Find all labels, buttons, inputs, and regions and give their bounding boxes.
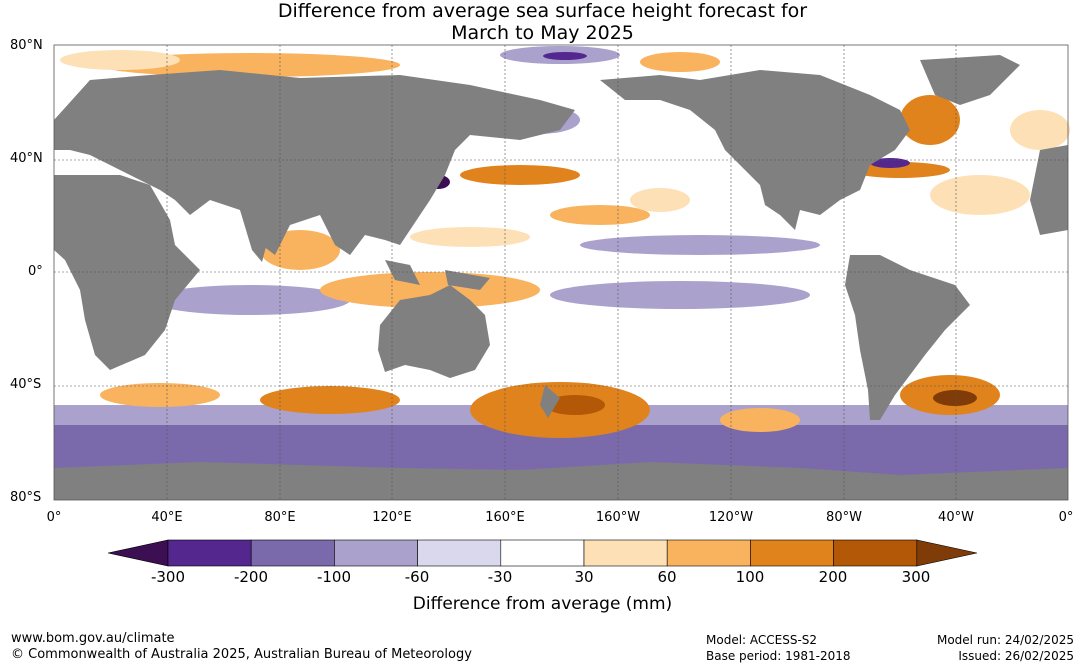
anomaly-blob [900, 95, 960, 145]
colorbar-segment [167, 539, 252, 567]
anomaly-blob [630, 188, 690, 212]
colorbar-segment [750, 539, 834, 567]
colorbar-segment [500, 539, 585, 567]
anomaly-blob [60, 50, 180, 70]
borneo [385, 260, 420, 285]
footer-copyright: © Commonwealth of Australia 2025, Austra… [11, 647, 472, 662]
new-zealand [540, 385, 560, 418]
anomaly-blob [550, 205, 650, 225]
lon-label: 80°W [826, 510, 862, 525]
colorbar-segment [833, 539, 918, 567]
lat-label: 80°N [10, 38, 43, 53]
south-america [845, 255, 970, 420]
antarctica [54, 462, 1068, 500]
colorbar-segment [250, 539, 335, 567]
colorbar-label: 300 [901, 568, 931, 586]
lon-label: 0° [46, 510, 62, 525]
map-frame [53, 44, 1069, 501]
lat-label: 40°S [10, 377, 42, 392]
map-title-line-1: Difference from average sea surface heig… [277, 0, 808, 22]
colorbar [107, 539, 978, 567]
anomaly-blob [150, 285, 350, 315]
colorbar-label: 100 [735, 568, 765, 586]
new-guinea [445, 270, 490, 290]
colorbar-label: -60 [404, 568, 430, 586]
lon-label: 80°E [264, 510, 296, 525]
anomaly-blob [100, 383, 220, 407]
colorbar-segment [666, 539, 751, 567]
colorbar-label: 200 [818, 568, 848, 586]
lon-label: 0° [1058, 510, 1074, 525]
anomaly-blob [1010, 110, 1070, 150]
anomaly-blob [720, 408, 800, 432]
colorbar-arrow-high [916, 539, 978, 567]
lat-label: 80°S [10, 490, 42, 505]
anomaly-blob [870, 158, 910, 168]
colorbar-label: 30 [574, 568, 594, 586]
lat-label: 0° [28, 264, 43, 279]
north-america [600, 70, 910, 230]
anomaly-blob [550, 281, 810, 309]
anomaly-blob [545, 395, 605, 415]
anomaly-blob [580, 235, 820, 255]
lon-label: 160°E [485, 510, 525, 525]
colorbar-arrow-low [107, 539, 169, 567]
footer-url: www.bom.gov.au/climate [11, 631, 175, 646]
lon-label: 120°E [372, 510, 412, 525]
anomaly-blob [260, 386, 400, 414]
eurasia [54, 70, 575, 255]
colorbar-label: -30 [487, 568, 513, 586]
footer-model-run: Model run: 24/02/2025 [936, 633, 1074, 647]
anomaly-blob [460, 165, 580, 185]
lon-label: 40°E [151, 510, 183, 525]
australia [378, 285, 490, 378]
lon-label: 160°W [595, 510, 641, 525]
colorbar-label: -200 [233, 568, 269, 586]
colorbar-segment [583, 539, 668, 567]
greenland [920, 55, 1020, 105]
colorbar-segment [417, 539, 502, 567]
western-europe [1030, 145, 1068, 235]
footer-base-period: Base period: 1981-2018 [706, 649, 851, 663]
colorbar-label: 60 [657, 568, 677, 586]
africa [54, 175, 200, 370]
footer-issued: Issued: 26/02/2025 [958, 649, 1074, 663]
colorbar-label: -300 [150, 568, 186, 586]
india [240, 210, 275, 262]
anomaly-blob [640, 52, 720, 72]
map-title-line-2: March to May 2025 [451, 22, 634, 44]
lon-label: 40°W [938, 510, 974, 525]
colorbar-segment [334, 539, 418, 567]
anomaly-blob [930, 175, 1030, 215]
anomaly-blob [933, 390, 977, 406]
land-masses [54, 55, 1068, 500]
anomaly-blob [410, 227, 530, 247]
lon-label: 120°W [708, 510, 754, 525]
footer-model: Model: ACCESS-S2 [706, 633, 818, 647]
colorbar-title: Difference from average (mm) [412, 594, 673, 614]
lat-label: 40°N [10, 151, 43, 166]
graticule [54, 45, 1068, 500]
colorbar-label: -100 [316, 568, 352, 586]
anomaly-blob [543, 52, 587, 60]
